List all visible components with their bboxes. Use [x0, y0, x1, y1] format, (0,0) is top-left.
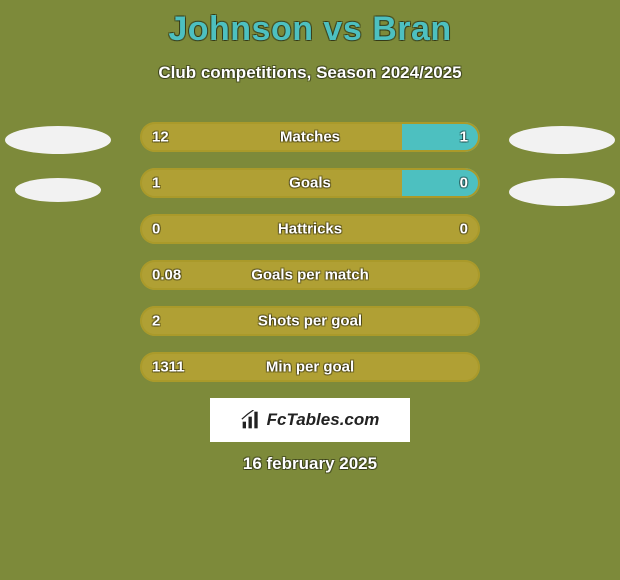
date-label: 16 february 2025 [0, 454, 620, 474]
stat-seg-right [402, 168, 480, 198]
avatar-placeholder [509, 126, 615, 154]
stat-value-left: 2 [152, 313, 160, 330]
stat-label: Min per goal [266, 359, 354, 376]
stat-value-right: 0 [460, 175, 468, 192]
subtitle: Club competitions, Season 2024/2025 [0, 63, 620, 83]
brand-text: FcTables.com [267, 410, 380, 430]
stat-row: Goals per match 0.08 [140, 260, 480, 290]
stat-row: Matches 12 1 [140, 122, 480, 152]
stat-seg-left [140, 122, 402, 152]
stat-label: Hattricks [278, 221, 342, 238]
stat-row: Shots per goal 2 [140, 306, 480, 336]
stat-bars: Matches 12 1 Goals 1 0 Hattricks 0 0 Goals per ma… [140, 122, 480, 398]
bar-chart-icon [241, 410, 261, 430]
stat-value-left: 0 [152, 221, 160, 238]
avatar-placeholder [509, 178, 615, 206]
page-title: Johnson vs Bran [0, 0, 620, 49]
stat-label: Goals per match [251, 267, 369, 284]
stat-label: Goals [289, 175, 331, 192]
brand-box: FcTables.com [210, 398, 410, 442]
stat-value-right: 0 [460, 221, 468, 238]
comparison-infographic: Johnson vs Bran Club competitions, Seaso… [0, 0, 620, 580]
stat-seg-right [402, 122, 480, 152]
stat-row: Goals 1 0 [140, 168, 480, 198]
stat-row: Hattricks 0 0 [140, 214, 480, 244]
avatar-placeholder [5, 126, 111, 154]
stat-label: Matches [280, 129, 340, 146]
avatar-right [502, 118, 620, 218]
stat-label: Shots per goal [258, 313, 362, 330]
stat-row: Min per goal 1311 [140, 352, 480, 382]
stat-seg-left [140, 168, 402, 198]
avatar-left [0, 118, 118, 218]
avatar-placeholder [15, 178, 101, 202]
stat-value-left: 1311 [152, 359, 185, 376]
stat-value-left: 0.08 [152, 267, 181, 284]
stat-value-left: 1 [152, 175, 160, 192]
stat-value-left: 12 [152, 129, 169, 146]
stat-value-right: 1 [460, 129, 468, 146]
